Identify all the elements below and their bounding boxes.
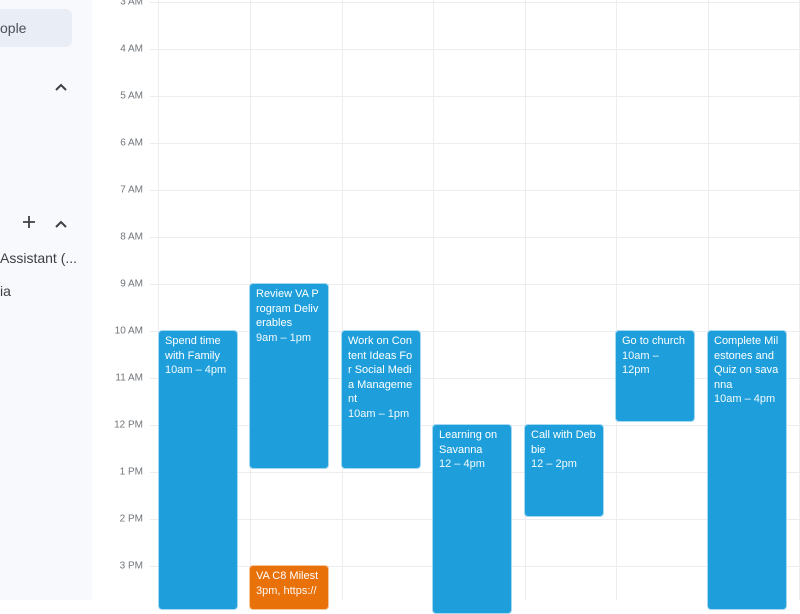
search-people-placeholder: ople (0, 20, 27, 36)
time-axis: 3 AM 4 AM 5 AM 6 AM 7 AM 8 AM 9 AM 10 AM… (92, 0, 158, 600)
event-time: 10am – 12pm (622, 349, 659, 377)
event-va-c8-milestone[interactable]: VA C8 Milest 3pm, https:// (249, 565, 329, 610)
add-calendar-icon[interactable] (22, 215, 36, 232)
event-learning-on-savanna[interactable]: Learning on Savanna 12 – 4pm (432, 424, 512, 614)
event-time: 9am – 1pm (256, 331, 312, 344)
calendar-item[interactable]: ia (0, 283, 11, 299)
time-label: 10 AM (114, 325, 143, 337)
event-title: Go to church (622, 335, 685, 347)
event-title: Work on Content Ideas For Social Media M… (348, 335, 413, 405)
day-divider (708, 0, 709, 600)
time-label: 11 AM (115, 372, 143, 384)
day-divider (616, 0, 617, 600)
day-divider (342, 0, 343, 600)
event-work-on-content-ideas[interactable]: Work on Content Ideas For Social Media M… (341, 330, 421, 469)
time-label: 9 AM (120, 278, 143, 290)
event-time: 10am – 4pm (714, 393, 776, 405)
event-time: 3pm, https:// (256, 584, 317, 597)
time-label: 8 AM (120, 231, 143, 243)
search-people-input[interactable]: ople (0, 9, 72, 47)
event-go-to-church[interactable]: Go to church 10am – 12pm (615, 330, 695, 422)
time-label: 2 PM (119, 513, 143, 525)
event-call-with-debbie[interactable]: Call with Debbie 12 – 2pm (524, 424, 604, 517)
week-grid[interactable]: Spend time with Family 10am – 4pm Review… (150, 0, 800, 614)
time-label: 5 AM (120, 90, 143, 102)
event-complete-milestones-and-quiz[interactable]: Complete Milestones and Quiz on savanna … (707, 330, 787, 610)
day-divider (525, 0, 526, 600)
time-label: 4 AM (120, 43, 143, 55)
sidebar: ople Assistant (... ia (0, 0, 92, 600)
event-spend-time-with-family[interactable]: Spend time with Family 10am – 4pm (158, 330, 238, 610)
event-title: Review VA Program Deliverables (256, 288, 319, 329)
hour-line (150, 49, 800, 50)
time-label: 3 PM (119, 560, 143, 572)
event-time: 10am – 1pm (348, 407, 410, 420)
chevron-up-icon[interactable] (54, 217, 68, 232)
event-title: Spend time with Family (165, 335, 221, 362)
chevron-up-icon[interactable] (54, 80, 68, 95)
event-title: Complete Milestones and Quiz on savanna (714, 335, 779, 391)
hour-line (150, 237, 800, 238)
event-time: 10am – 4pm (165, 364, 227, 376)
hour-line (150, 331, 800, 332)
time-label: 1 PM (119, 466, 143, 478)
hour-line (150, 143, 800, 144)
hour-line (150, 2, 800, 3)
hour-line (150, 284, 800, 285)
event-review-va-program-deliverables[interactable]: Review VA Program Deliverables 9am – 1pm (249, 283, 329, 469)
time-label: 12 PM (114, 419, 143, 431)
day-divider (433, 0, 434, 600)
time-label: 3 AM (120, 0, 143, 8)
calendar-item[interactable]: Assistant (... (0, 250, 78, 266)
day-divider (158, 0, 159, 600)
event-title: Call with Debbie (531, 429, 596, 456)
event-time: 12 – 2pm (531, 458, 577, 470)
hour-line (150, 378, 800, 379)
event-time: 12 – 4pm (439, 458, 485, 470)
time-label: 6 AM (120, 137, 143, 149)
event-title: VA C8 Milest (256, 570, 319, 582)
time-label: 7 AM (120, 184, 143, 196)
event-title: Learning on Savanna (439, 429, 498, 456)
hour-line (150, 96, 800, 97)
hour-line (150, 190, 800, 191)
